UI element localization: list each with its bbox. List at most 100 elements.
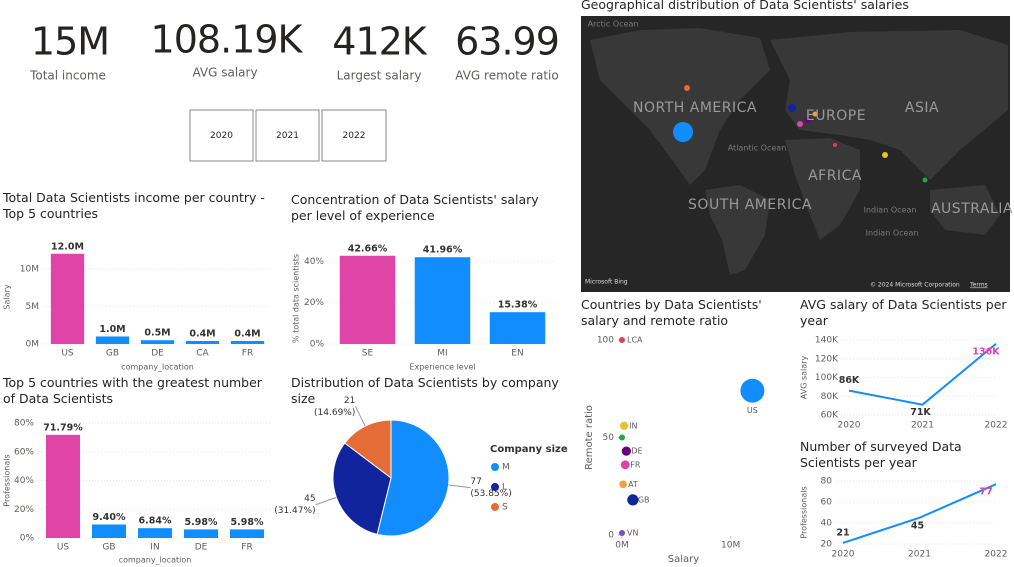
y-axis-label: AVG salary [800,356,809,400]
y-axis-label: % total data scientists [292,254,301,343]
value-label: 5.98% [185,517,218,528]
value-label: 42.66% [348,243,388,254]
value-label: 0.5M [144,328,170,339]
map-copyright: © 2024 Microsoft Corporation [870,282,960,289]
slice-percent-label: (53.85%) [470,489,511,499]
slice-percent-label: (31.47%) [274,506,315,516]
scatter-point [620,460,630,470]
legend-title: Company size [490,444,568,455]
bar [183,529,219,538]
y-axis-label: Salary [3,284,12,309]
y-tick-label: 40% [304,257,324,267]
x-tick-label: GB [106,349,119,359]
map-label: SOUTH AMERICA [688,197,812,213]
map-label: Atlantic Ocean [728,144,787,153]
x-axis-label: Salary [668,554,699,565]
legend-swatch [491,463,499,471]
value-label: 15.38% [498,300,538,311]
y-tick-label: 20 [821,540,833,550]
x-tick-label: DE [151,349,164,359]
legend-swatch [491,503,499,511]
x-tick-label: GB [102,543,115,553]
year-button-label[interactable]: 2020 [210,131,233,141]
y-tick-label: 80K [821,392,839,402]
bar [489,312,546,344]
map-terms[interactable]: Terms [969,282,988,289]
map-label: Indian Ocean [866,229,919,238]
point-label: DE [631,447,642,456]
map-title: Geographical distribution of Data Scient… [581,0,909,12]
x-tick-label: SE [362,349,374,359]
value-label: 9.40% [93,512,126,523]
map-label: NORTH AMERICA [633,100,757,116]
bar [339,255,396,344]
pie-slice [376,419,450,537]
chart-title: Top 5 countries with the greatest number… [3,375,262,406]
map-land [590,28,1008,275]
y-tick-label: 20% [14,505,34,515]
pie-slice [344,419,392,480]
value-label: 0.4M [234,328,260,339]
year-button[interactable] [189,109,254,162]
scatter-point [627,494,639,506]
chart-title: AVG salary of Data Scientists per year [800,297,1007,328]
y-tick-label: 0% [310,340,325,350]
kpi-value: 15M [31,20,109,64]
value-label: 21 [836,527,849,538]
year-button[interactable] [321,109,387,162]
x-tick-label: 2021 [908,550,931,560]
y-tick-label: 0 [608,531,614,541]
bar [140,340,175,344]
year-button-label[interactable]: 2021 [276,131,299,141]
point-label: AT [628,480,638,489]
map-provider: Microsoft Bing [585,279,628,286]
x-tick-label: 2020 [838,421,861,431]
point-label: FR [630,460,641,469]
bar [45,434,81,538]
line [842,483,997,544]
point-label: US [747,406,758,415]
map-label: AFRICA [808,168,862,184]
y-tick-label: 10M [20,264,39,274]
legend-label: L [502,483,507,493]
y-tick-label: 0% [20,534,35,544]
x-tick-label: MI [437,349,447,359]
y-tick-label: 20% [304,298,324,308]
scatter-point [619,434,625,441]
year-button[interactable] [255,109,320,162]
value-label: 6.84% [139,516,172,527]
line [848,342,997,406]
value-label: 71.79% [43,422,83,433]
y-axis-label: Professionals [3,454,12,506]
slice-percent-label: (14.69%) [314,408,355,418]
value-label: 77 [979,487,992,498]
chart-title: Distribution of Data Scientists by compa… [291,375,559,406]
value-label: 12.0M [51,241,84,252]
x-axis-label: company_location [121,363,194,372]
x-tick-label: FR [242,349,253,359]
bar [230,340,265,344]
point-label: IN [629,421,637,430]
bar [185,340,220,344]
scatter-point [621,446,631,456]
bar [95,336,130,344]
bar [414,257,471,344]
leader-line [315,496,337,506]
x-tick-label: 2021 [911,421,934,431]
kpi-label: AVG salary [192,66,257,80]
x-axis-label: Experience level [409,363,475,372]
y-tick-label: 60% [14,447,34,457]
scatter-point [619,337,625,343]
year-button-label[interactable]: 2022 [343,131,366,141]
y-tick-label: 140K [815,336,839,346]
kpi-label: AVG remote ratio [455,69,558,83]
value-label: 71K [910,407,931,418]
y-tick-label: 50 [603,433,615,443]
y-tick-label: 80 [821,477,833,487]
x-axis-label: company_location [119,556,192,565]
x-tick-label: 10M [721,541,740,551]
x-tick-label: DE [195,543,208,553]
x-tick-label: 2022 [985,421,1008,431]
y-tick-label: 5M [26,302,40,312]
